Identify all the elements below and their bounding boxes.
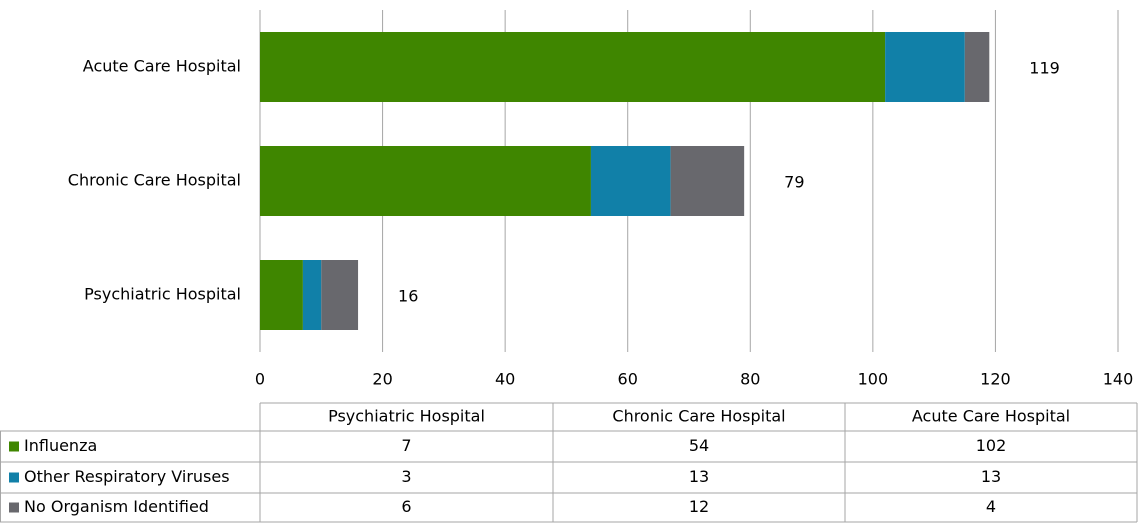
x-tick-label: 20 [372, 370, 392, 389]
table-cell: 13 [981, 467, 1001, 486]
table-cell: 102 [976, 436, 1007, 455]
y-tick-label: Psychiatric Hospital [84, 285, 241, 304]
legend-label: No Organism Identified [24, 497, 209, 516]
bar-segment [321, 260, 359, 330]
legend-label: Influenza [24, 436, 97, 455]
x-tick-label: 100 [858, 370, 889, 389]
bar-segment [302, 260, 322, 330]
bar-segment [670, 146, 745, 216]
bar-segment [260, 260, 303, 330]
x-tick-label: 40 [495, 370, 515, 389]
bar-segment [260, 146, 591, 216]
total-label: 79 [784, 173, 804, 192]
bar-segment [260, 32, 886, 102]
total-label: 119 [1029, 59, 1060, 78]
table-header: Psychiatric Hospital [328, 407, 485, 426]
table-header: Acute Care Hospital [912, 407, 1070, 426]
y-tick-label: Chronic Care Hospital [68, 171, 241, 190]
bar-segment [964, 32, 990, 102]
legend-swatch [9, 472, 19, 483]
table-cell: 7 [401, 436, 411, 455]
x-tick-label: 140 [1103, 370, 1134, 389]
legend-label: Other Respiratory Viruses [24, 467, 230, 486]
legend-swatch [9, 441, 19, 452]
x-tick-label: 120 [980, 370, 1011, 389]
x-tick-label: 60 [618, 370, 638, 389]
table-cell: 6 [401, 497, 411, 516]
table-cell: 12 [689, 497, 709, 516]
table-cell: 4 [986, 497, 996, 516]
legend-swatch [9, 502, 19, 513]
table-cell: 13 [689, 467, 709, 486]
table-cell: 3 [401, 467, 411, 486]
total-label: 16 [398, 287, 418, 306]
table-header: Chronic Care Hospital [612, 407, 785, 426]
bar-segment [885, 32, 965, 102]
y-tick-label: Acute Care Hospital [83, 57, 241, 76]
x-tick-label: 0 [255, 370, 265, 389]
table-cell: 54 [689, 436, 709, 455]
x-tick-label: 80 [740, 370, 760, 389]
bar-segment [590, 146, 671, 216]
